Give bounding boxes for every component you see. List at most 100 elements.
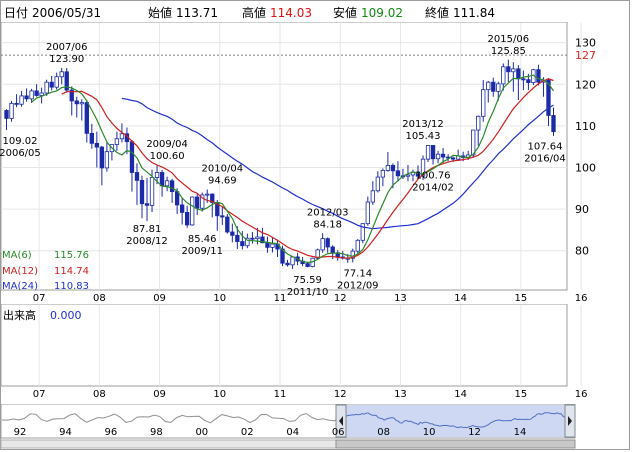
candle xyxy=(89,123,94,149)
candle-body xyxy=(245,237,250,247)
navigator-scrollbar-thumb[interactable] xyxy=(335,439,576,449)
candle xyxy=(225,214,230,234)
annotation-value: 84.18 xyxy=(313,219,342,230)
candle-body xyxy=(34,90,39,96)
candle xyxy=(54,72,59,90)
price-x-axis: 07 08 09 10 11 12 13 14 15 16 xyxy=(33,293,588,304)
annotation-date: 2010/04 xyxy=(202,164,244,175)
candle-body xyxy=(195,196,200,209)
navigator-year-10: 10 xyxy=(423,427,436,438)
navigator-year-00: 00 xyxy=(195,427,208,438)
annotation-date: 2009/04 xyxy=(146,139,188,150)
candle-body xyxy=(54,76,59,88)
candle-body xyxy=(476,115,481,131)
volume-chart[interactable]: 07 08 09 10 11 12 13 14 15 16 xyxy=(0,304,632,400)
volume-plot-area xyxy=(0,304,568,387)
candle-body xyxy=(330,246,335,254)
candle xyxy=(139,175,145,219)
navigator-history-line xyxy=(1,412,341,424)
candle-body xyxy=(39,92,44,96)
candle-body xyxy=(440,153,446,158)
candle xyxy=(64,68,69,93)
vol-x-tick-label-14: 14 xyxy=(454,389,467,400)
candle-body xyxy=(536,69,541,83)
candle xyxy=(285,259,290,267)
candle xyxy=(39,87,44,104)
candle xyxy=(220,207,225,225)
candle xyxy=(195,194,200,215)
annotation-date: 2007/06 xyxy=(46,42,88,53)
x-tick-label-09: 09 xyxy=(153,293,166,304)
candle xyxy=(250,231,255,244)
candle xyxy=(44,79,49,96)
candle xyxy=(49,75,54,91)
candle-body xyxy=(430,145,436,160)
candle-body xyxy=(240,241,245,247)
candle xyxy=(325,237,330,253)
candle xyxy=(551,107,556,136)
candle-body xyxy=(506,66,511,73)
candle-body xyxy=(94,142,99,148)
candle xyxy=(476,115,481,146)
ma6-line xyxy=(31,74,554,264)
candle-body xyxy=(185,212,190,226)
candle xyxy=(430,145,436,165)
candle-body xyxy=(190,196,195,226)
vol-x-tick-label-12: 12 xyxy=(334,389,347,400)
candle xyxy=(355,239,360,254)
candle xyxy=(59,68,64,85)
annotation-date: 2008/12 xyxy=(126,236,168,247)
annotation-value: 123.90 xyxy=(49,54,84,65)
candle xyxy=(19,90,24,107)
high-value: 114.03 xyxy=(270,6,313,20)
candle-body xyxy=(355,239,360,252)
candle-body xyxy=(144,203,150,206)
navigator-year-12: 12 xyxy=(468,427,481,438)
annotation-value: 109.02 xyxy=(3,136,38,147)
volume-gridlines xyxy=(38,305,582,386)
annotation-date: 2016/04 xyxy=(524,154,566,165)
candle xyxy=(435,150,441,164)
candle xyxy=(395,161,401,182)
candle-body xyxy=(235,234,240,242)
candle xyxy=(320,233,325,253)
high-readout: 高値 114.03 xyxy=(242,4,312,21)
price-annotations: 109.022006/052007/06123.9087.812008/1220… xyxy=(0,34,566,298)
candle xyxy=(440,147,446,163)
annotation-value: 75.59 xyxy=(293,275,322,286)
ma12-value: 114.74 xyxy=(54,266,89,277)
candle-body xyxy=(129,141,135,173)
candle-body xyxy=(255,236,260,240)
close-label: 終値 xyxy=(425,6,450,20)
vol-x-tick-label-13: 13 xyxy=(394,389,407,400)
candle xyxy=(9,100,14,122)
vol-x-tick-label-10: 10 xyxy=(213,389,226,400)
candle-body xyxy=(99,146,105,169)
candle-body xyxy=(64,71,69,91)
navigator-selected-range[interactable] xyxy=(341,405,567,437)
date-value: 2006/05/31 xyxy=(32,6,102,20)
candle-body xyxy=(521,78,526,81)
candle-body xyxy=(370,190,375,203)
candle xyxy=(511,62,516,92)
candle xyxy=(531,68,536,86)
candle-body xyxy=(435,153,441,160)
candle xyxy=(29,88,34,103)
candle-body xyxy=(425,145,431,160)
candle-body xyxy=(179,204,185,213)
candle xyxy=(164,176,170,192)
period-navigator[interactable]: 92 94 96 98 00 02 04 06 08 10 12 14 xyxy=(0,404,632,450)
candle-body xyxy=(89,132,94,144)
candle-body xyxy=(154,172,160,178)
candle-body xyxy=(290,256,295,266)
candle-body xyxy=(375,176,381,192)
navigator-selected-line xyxy=(345,412,566,429)
volume-value: 0.000 xyxy=(50,309,82,322)
date-readout: 日付 2006/05/31 xyxy=(4,4,101,21)
